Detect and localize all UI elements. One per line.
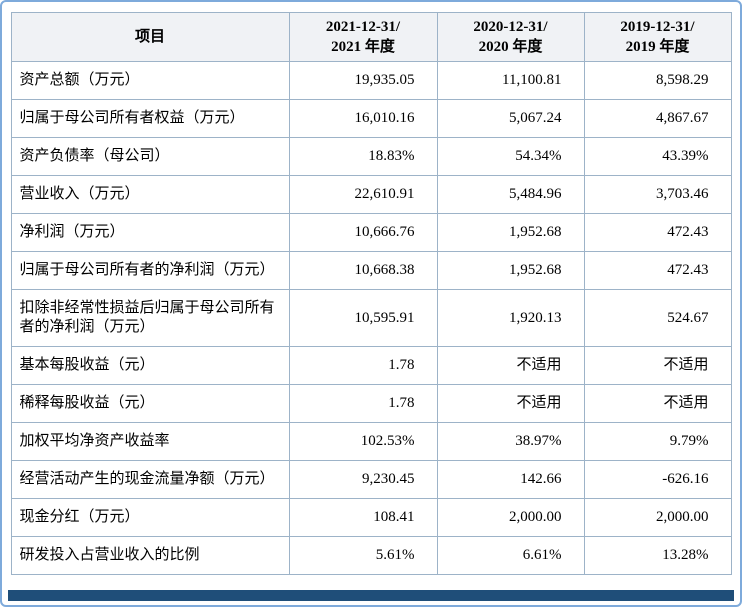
table-row: 基本每股收益（元） 1.78 不适用 不适用 bbox=[10, 346, 732, 385]
value-cell: 1,920.13 bbox=[436, 289, 585, 347]
value-cell: 38.97% bbox=[436, 422, 585, 461]
value-cell: 19,935.05 bbox=[288, 61, 438, 100]
table-row: 资产总额（万元） 19,935.05 11,100.81 8,598.29 bbox=[10, 61, 732, 100]
value-cell: 108.41 bbox=[288, 498, 438, 537]
value-cell: 2,000.00 bbox=[583, 498, 732, 537]
table-row: 稀释每股收益（元） 1.78 不适用 不适用 bbox=[10, 384, 732, 423]
table-row: 经营活动产生的现金流量净额（万元） 9,230.45 142.66 -626.1… bbox=[10, 460, 732, 499]
table-row: 资产负债率（母公司） 18.83% 54.34% 43.39% bbox=[10, 137, 732, 176]
header-item-label: 项目 bbox=[134, 29, 165, 45]
table-header: 项目 2021-12-31/ 2021 年度 2020-12-31/ 2020 … bbox=[10, 12, 732, 62]
value-cell: 8,598.29 bbox=[583, 61, 732, 100]
row-item-label: 现金分红（万元） bbox=[10, 498, 290, 537]
value-cell: 4,867.67 bbox=[583, 99, 732, 138]
value-cell: 524.67 bbox=[583, 289, 732, 347]
table-row: 净利润（万元） 10,666.76 1,952.68 472.43 bbox=[10, 213, 732, 252]
table-row: 现金分红（万元） 108.41 2,000.00 2,000.00 bbox=[10, 498, 732, 537]
value-cell: 54.34% bbox=[436, 137, 585, 176]
value-cell: 16,010.16 bbox=[288, 99, 438, 138]
row-item-label: 经营活动产生的现金流量净额（万元） bbox=[10, 460, 290, 499]
row-item-label: 基本每股收益（元） bbox=[10, 346, 290, 385]
value-cell: 10,666.76 bbox=[288, 213, 438, 252]
table-row: 归属于母公司所有者权益（万元） 16,010.16 5,067.24 4,867… bbox=[10, 99, 732, 138]
value-cell: -626.16 bbox=[583, 460, 732, 499]
value-cell: 不适用 bbox=[436, 384, 585, 423]
row-item-label: 研发投入占营业收入的比例 bbox=[10, 536, 290, 575]
table-row: 加权平均净资产收益率 102.53% 38.97% 9.79% bbox=[10, 422, 732, 461]
value-cell: 不适用 bbox=[583, 346, 732, 385]
value-cell: 472.43 bbox=[583, 251, 732, 290]
header-row: 项目 2021-12-31/ 2021 年度 2020-12-31/ 2020 … bbox=[10, 12, 732, 62]
header-column-2021: 2021-12-31/ 2021 年度 bbox=[288, 12, 438, 62]
value-cell: 3,703.46 bbox=[583, 175, 732, 214]
table-body: 资产总额（万元） 19,935.05 11,100.81 8,598.29 归属… bbox=[10, 61, 732, 575]
row-item-label: 归属于母公司所有者权益（万元） bbox=[10, 99, 290, 138]
row-item-label: 稀释每股收益（元） bbox=[10, 384, 290, 423]
value-cell: 102.53% bbox=[288, 422, 438, 461]
row-item-label: 扣除非经常性损益后归属于母公司所有者的净利润（万元） bbox=[10, 289, 290, 347]
financial-summary-table: 项目 2021-12-31/ 2021 年度 2020-12-31/ 2020 … bbox=[10, 12, 732, 575]
value-cell: 22,610.91 bbox=[288, 175, 438, 214]
value-cell: 6.61% bbox=[436, 536, 585, 575]
row-item-label: 资产负债率（母公司） bbox=[10, 137, 290, 176]
value-cell: 18.83% bbox=[288, 137, 438, 176]
table-row: 扣除非经常性损益后归属于母公司所有者的净利润（万元） 10,595.91 1,9… bbox=[10, 289, 732, 347]
value-cell: 2,000.00 bbox=[436, 498, 585, 537]
table-row: 归属于母公司所有者的净利润（万元） 10,668.38 1,952.68 472… bbox=[10, 251, 732, 290]
table-row: 营业收入（万元） 22,610.91 5,484.96 3,703.46 bbox=[10, 175, 732, 214]
value-cell: 1.78 bbox=[288, 384, 438, 423]
value-cell: 5.61% bbox=[288, 536, 438, 575]
value-cell: 11,100.81 bbox=[436, 61, 585, 100]
table-row: 研发投入占营业收入的比例 5.61% 6.61% 13.28% bbox=[10, 536, 732, 575]
header-item-column: 项目 bbox=[10, 12, 290, 62]
row-item-label: 归属于母公司所有者的净利润（万元） bbox=[10, 251, 290, 290]
value-cell: 43.39% bbox=[583, 137, 732, 176]
row-item-label: 资产总额（万元） bbox=[10, 61, 290, 100]
value-cell: 13.28% bbox=[583, 536, 732, 575]
value-cell: 1,952.68 bbox=[436, 213, 585, 252]
value-cell: 5,484.96 bbox=[436, 175, 585, 214]
row-item-label: 营业收入（万元） bbox=[10, 175, 290, 214]
value-cell: 不适用 bbox=[583, 384, 732, 423]
value-cell: 9,230.45 bbox=[288, 460, 438, 499]
value-cell: 1,952.68 bbox=[436, 251, 585, 290]
row-item-label: 净利润（万元） bbox=[10, 213, 290, 252]
value-cell: 5,067.24 bbox=[436, 99, 585, 138]
bottom-bar bbox=[8, 590, 734, 601]
value-cell: 不适用 bbox=[436, 346, 585, 385]
value-cell: 142.66 bbox=[436, 460, 585, 499]
header-column-2019: 2019-12-31/ 2019 年度 bbox=[583, 12, 732, 62]
value-cell: 472.43 bbox=[583, 213, 732, 252]
row-item-label: 加权平均净资产收益率 bbox=[10, 422, 290, 461]
value-cell: 10,595.91 bbox=[288, 289, 438, 347]
header-column-2020: 2020-12-31/ 2020 年度 bbox=[436, 12, 585, 62]
value-cell: 1.78 bbox=[288, 346, 438, 385]
value-cell: 10,668.38 bbox=[288, 251, 438, 290]
value-cell: 9.79% bbox=[583, 422, 732, 461]
